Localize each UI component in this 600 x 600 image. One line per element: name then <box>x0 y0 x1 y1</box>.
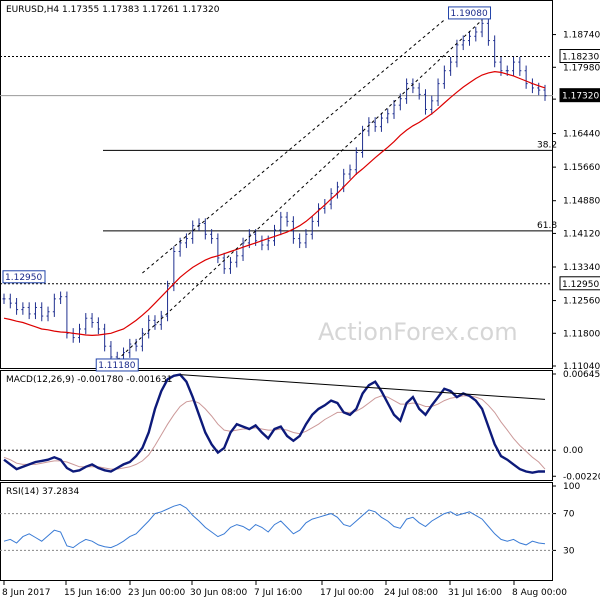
moving-average-line <box>3 70 546 337</box>
price-box-label-1: 1.17320 <box>562 92 599 102</box>
swing-label-box-1 <box>2 270 46 284</box>
time-tick-label: 17 Jul 00:00 <box>320 588 374 598</box>
macd-tick-label: -0.002202 <box>563 472 600 482</box>
price-box-1 <box>559 88 600 103</box>
price-tick-label: 1.17980 <box>563 63 600 73</box>
header-ohlc: 1.17355 1.17383 1.17261 1.17320 <box>62 5 220 15</box>
price-tick-label: 1.15660 <box>563 163 600 173</box>
macd-title: MACD(12,26,9) -0.001780 -0.001631 <box>6 375 172 385</box>
time-tick-label: 30 Jun 08:00 <box>190 588 247 598</box>
price-box-2 <box>559 276 600 291</box>
time-tick-label: 24 Jul 08:00 <box>384 588 438 598</box>
trend-channel-lower <box>116 19 483 361</box>
rsi-panel-frame <box>0 482 553 581</box>
watermark: ActionForex.com <box>318 318 518 346</box>
macd-main-line <box>3 373 545 474</box>
rsi-layer <box>0 503 553 551</box>
macd-tick-label: 0.00 <box>563 446 583 456</box>
price-tick-label: 1.14120 <box>563 229 600 239</box>
price-tick-label: 1.13340 <box>563 263 600 273</box>
price-tick-label: 1.16440 <box>563 130 600 140</box>
macd-tick-label: 0.006452 <box>563 370 600 380</box>
rsi-tick-label: 30 <box>563 546 575 556</box>
macd-signal-line <box>3 395 546 470</box>
swing-label-box-2 <box>95 358 139 372</box>
price-tick-label: 1.18740 <box>563 31 600 41</box>
rsi-title: RSI(14) 37.2834 <box>6 487 79 497</box>
time-tick-label: 8 Jun 2017 <box>2 588 50 598</box>
swing-label-1: 1.12950 <box>5 273 42 283</box>
rsi-tick-label: 100 <box>563 482 580 492</box>
price-tick-label: 1.12560 <box>563 297 600 307</box>
fib-label-1: 61.8 <box>537 221 557 231</box>
price-layer: 38.2 61.8 1.19080 1.12950 1.11180 <box>0 6 557 372</box>
macd-layer <box>0 373 553 474</box>
price-tick-label: 1.11040 <box>563 362 600 372</box>
time-tick-label: 8 Aug 00:00 <box>512 588 567 598</box>
price-tick-label: 1.11800 <box>563 329 600 339</box>
swing-label-box-0 <box>448 6 492 20</box>
rsi-line <box>3 503 546 549</box>
price-box-label-0: 1.18230 <box>562 53 599 63</box>
macd-divergence-line <box>180 374 546 400</box>
price-panel-frame <box>0 0 553 369</box>
price-box-label-2: 1.12950 <box>562 280 599 290</box>
swing-label-0: 1.19080 <box>451 9 488 19</box>
time-tick-label: 31 Jul 16:00 <box>448 588 502 598</box>
axis-layer: 1.187401.179801.172401.164401.156601.148… <box>2 31 600 598</box>
price-box-0 <box>559 49 600 64</box>
time-tick-label: 7 Jul 16:00 <box>254 588 303 598</box>
price-tick-label: 1.14880 <box>563 197 600 207</box>
time-tick-label: 23 Jun 00:00 <box>128 588 185 598</box>
time-tick-label: 15 Jun 16:00 <box>64 588 121 598</box>
fib-label-0: 38.2 <box>537 140 557 150</box>
macd-panel-frame <box>0 370 553 481</box>
swing-label-2: 1.11180 <box>98 361 135 371</box>
rsi-tick-label: 70 <box>563 510 575 520</box>
header-symbol: EURUSD,H4 <box>6 5 59 15</box>
